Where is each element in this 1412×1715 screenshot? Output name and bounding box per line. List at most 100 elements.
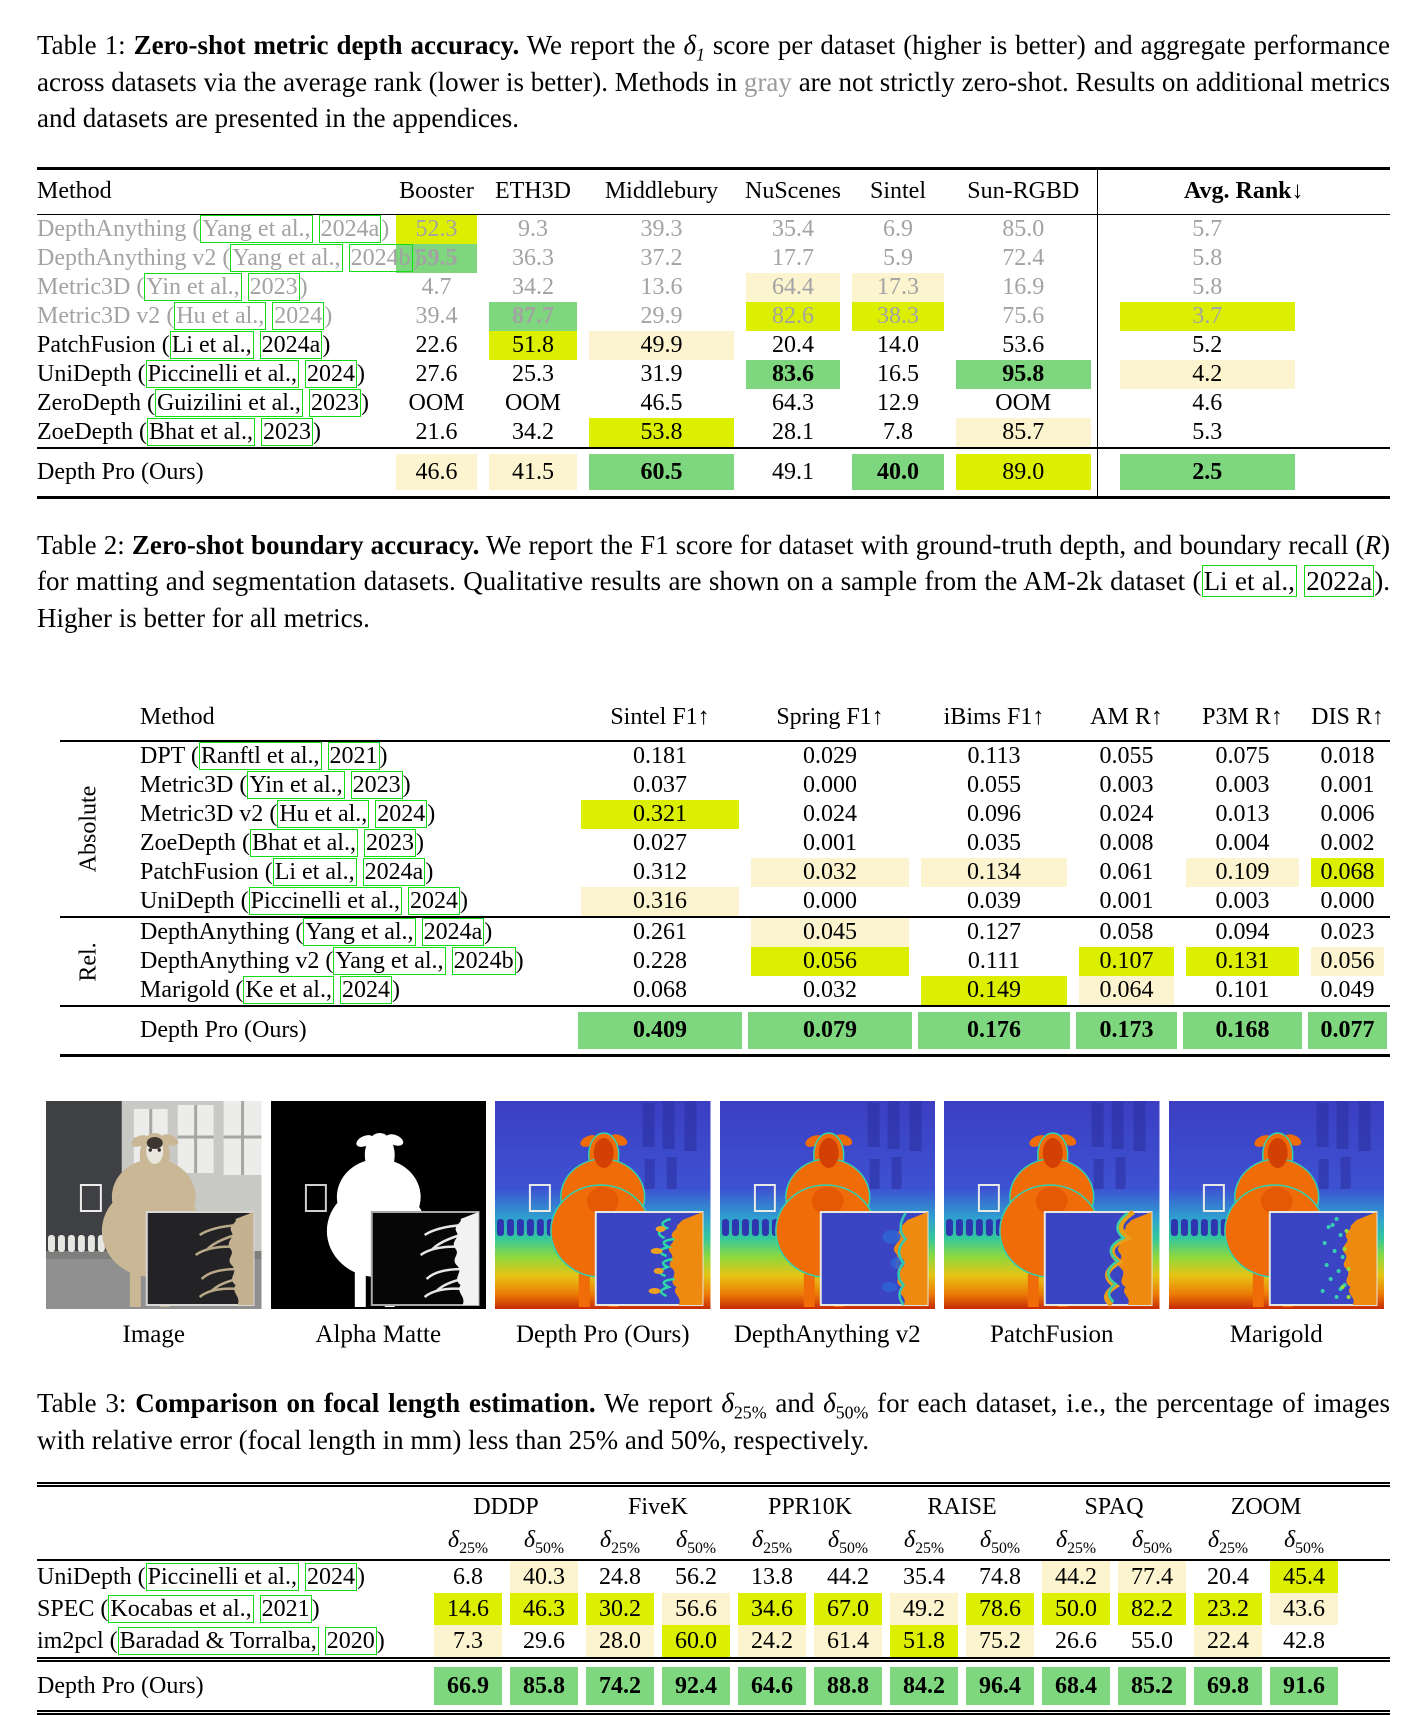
- delta-subscript: 25%: [1067, 1539, 1097, 1557]
- metric-value: 0.094: [1215, 919, 1270, 945]
- citation-link[interactable]: Yang et al.,: [303, 918, 416, 946]
- metric-value: 24.2: [738, 1625, 806, 1657]
- metric-cell: 51.8: [483, 330, 583, 360]
- metric-value: 34.6: [738, 1593, 806, 1625]
- citation-link[interactable]: Yang et al.,: [200, 214, 313, 243]
- metric-cell: 0.008: [1073, 829, 1180, 858]
- citation-link[interactable]: 2024b: [348, 243, 413, 272]
- delta-header: δ50%: [962, 1521, 1039, 1561]
- metric-cell: 4.2: [1096, 359, 1390, 389]
- metric-value: 5.7: [1192, 215, 1223, 242]
- citation-link[interactable]: Bhat et al.,: [249, 829, 358, 857]
- metric-value: 6.8: [453, 1564, 483, 1590]
- metric-cell: 45.4: [1266, 1560, 1342, 1593]
- citation-link[interactable]: 2024: [375, 800, 428, 828]
- citation-link[interactable]: Ranftl et al.,: [198, 742, 322, 770]
- delta-symbol: δ: [979, 1526, 992, 1553]
- metric-value: 0.008: [1099, 830, 1154, 856]
- citation-link[interactable]: 2023: [308, 388, 361, 417]
- citation-link[interactable]: 2024a: [421, 918, 485, 946]
- metric-value: 91.6: [1270, 1667, 1339, 1705]
- delta-subscript: 50%: [991, 1539, 1021, 1557]
- citation-link[interactable]: 2024: [339, 976, 392, 1004]
- metric-value: 44.2: [1042, 1561, 1111, 1593]
- citation-link[interactable]: Yang et al.,: [333, 947, 446, 975]
- metric-value: 0.176: [918, 1012, 1070, 1049]
- citation-link[interactable]: Yin et al.,: [247, 771, 345, 799]
- metric-value: 49.2: [890, 1593, 959, 1625]
- metric-cell: 0.001: [745, 829, 915, 858]
- citation-link[interactable]: 2024a: [362, 858, 426, 886]
- citation-link[interactable]: 2024: [304, 359, 357, 388]
- metric-value: 16.5: [877, 360, 919, 387]
- method-cell: Depth Pro (Ours): [118, 1005, 575, 1057]
- metric-cell: 0.316: [575, 887, 745, 917]
- citation-link[interactable]: Piccinelli et al.,: [145, 359, 299, 388]
- metric-cell: 64.6: [734, 1657, 810, 1715]
- citation-link[interactable]: 2023: [260, 417, 313, 446]
- metric-cell: 21.6: [390, 418, 483, 448]
- citation-link[interactable]: 2024: [304, 1562, 357, 1591]
- spacer: [1342, 1521, 1391, 1561]
- metric-value: 69.8: [1194, 1667, 1263, 1705]
- metric-cell: OOM: [390, 389, 483, 418]
- metric-cell: 24.2: [734, 1625, 810, 1660]
- citation-link[interactable]: Baradad & Torralba,: [117, 1626, 319, 1655]
- citation-link[interactable]: 2024a: [318, 214, 382, 243]
- citation-link[interactable]: 2024b: [451, 947, 516, 975]
- citation-link[interactable]: 2023: [363, 829, 416, 857]
- citation-link[interactable]: 2024: [272, 301, 325, 330]
- metric-value: 17.3: [852, 272, 944, 302]
- citation-link[interactable]: Hu et al.,: [277, 800, 370, 828]
- column-header: Spring F1↑: [745, 694, 915, 742]
- metric-value: 0.024: [1099, 801, 1154, 827]
- citation-link[interactable]: Guizilini et al.,: [154, 388, 303, 417]
- metric-cell: 49.9: [583, 330, 740, 360]
- table-row: DepthAnything (Yang et al., 2024a) 52.3 9.…: [37, 214, 1390, 244]
- citation-link[interactable]: Li et al.,: [272, 858, 357, 886]
- metric-cell: 72.4: [950, 244, 1097, 273]
- citation-link[interactable]: 2022a: [1304, 565, 1375, 597]
- citation-link[interactable]: Yang et al.,: [230, 243, 343, 272]
- citation-link[interactable]: Li et al.,: [169, 330, 254, 359]
- citation-link[interactable]: 2023: [247, 272, 300, 301]
- citation-link[interactable]: 2024a: [259, 330, 323, 359]
- method-cell: SPEC (Kocabas et al., 2021): [37, 1594, 320, 1623]
- metric-cell: 61.4: [810, 1625, 886, 1660]
- metric-cell: 44.2: [1038, 1560, 1114, 1593]
- citation-link[interactable]: 2024: [407, 887, 460, 915]
- inset-zoom-box: [594, 1211, 704, 1306]
- text-segment: δ: [823, 1388, 836, 1418]
- citation-link[interactable]: 2021: [259, 1594, 312, 1623]
- method-cell: DPT (Ranftl et al., 2021): [140, 742, 388, 770]
- metric-cell: 51.8: [886, 1625, 962, 1660]
- citation-link[interactable]: 2023: [350, 771, 403, 799]
- citation-link[interactable]: Bhat et al.,: [146, 417, 255, 446]
- metric-cell: 78.6: [962, 1593, 1038, 1625]
- citation-link[interactable]: Piccinelli et al.,: [248, 887, 402, 915]
- citation-link[interactable]: Hu et al.,: [174, 301, 267, 330]
- metric-cell: OOM: [950, 389, 1097, 418]
- metric-value: 0.003: [1215, 772, 1270, 798]
- citation-link[interactable]: 2021: [327, 742, 380, 770]
- citation-link[interactable]: Kocabas et al.,: [108, 1594, 254, 1623]
- table-row: Rel. DepthAnything (Yang et al., 2024a) 0.…: [60, 916, 1390, 1006]
- metric-cell: 16.9: [950, 273, 1097, 302]
- text-segment: ). Higher is better for all metrics.: [37, 566, 1391, 633]
- metric-value: 41.5: [489, 454, 577, 490]
- citation-link[interactable]: Li et al.,: [1201, 565, 1297, 597]
- metric-cell: 40.3: [506, 1560, 582, 1593]
- depth-map: [1168, 1101, 1384, 1309]
- table2-caption: Table 2: Zero-shot boundary accuracy. We…: [37, 527, 1390, 637]
- table-row: SPEC (Kocabas et al., 2021) 14.6 46.3 30.2 5…: [37, 1593, 1390, 1625]
- metric-value: 0.134: [921, 858, 1067, 887]
- text-segment: Zero-shot metric depth accuracy.: [133, 30, 520, 60]
- metric-value: 7.3: [434, 1625, 502, 1657]
- citation-link[interactable]: Ke et al.,: [243, 976, 334, 1004]
- citation-link[interactable]: Yin et al.,: [144, 272, 242, 301]
- figure-label: DepthAnything v2: [733, 1321, 921, 1348]
- method-cell: DepthAnything v2 (Yang et al., 2024b): [140, 947, 524, 975]
- citation-link[interactable]: Piccinelli et al.,: [145, 1562, 299, 1591]
- method-name: Metric3D v2: [37, 302, 161, 329]
- citation-link[interactable]: 2020: [324, 1626, 377, 1655]
